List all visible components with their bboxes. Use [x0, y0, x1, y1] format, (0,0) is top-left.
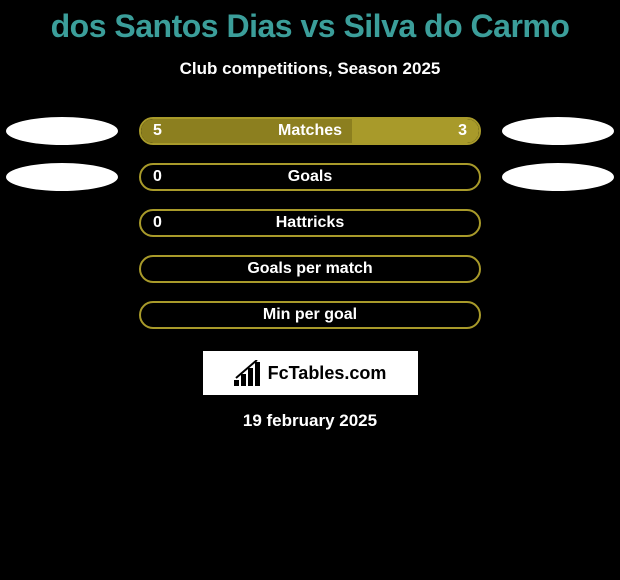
logo-text: FcTables.com: [268, 363, 387, 384]
stat-value-right: 3: [458, 119, 467, 143]
stat-value-left: 5: [153, 119, 162, 143]
stat-label: Matches: [141, 119, 479, 143]
stat-row: Goals per match: [0, 255, 620, 283]
player2-ellipse: [502, 163, 614, 191]
stat-value-left: 0: [153, 211, 162, 235]
stat-label: Min per goal: [141, 303, 479, 327]
stat-row: Hattricks0: [0, 209, 620, 237]
vs-text: vs: [300, 8, 335, 44]
subtitle: Club competitions, Season 2025: [0, 59, 620, 79]
player1-ellipse: [6, 163, 118, 191]
stat-label: Goals: [141, 165, 479, 189]
fctables-logo-icon: [234, 360, 264, 386]
stat-label: Goals per match: [141, 257, 479, 281]
stat-bar: Matches5 3: [139, 117, 481, 145]
stat-row: Min per goal: [0, 301, 620, 329]
logo-box: FcTables.com: [203, 351, 418, 395]
player2-name: Silva do Carmo: [343, 8, 569, 44]
player1-ellipse: [6, 117, 118, 145]
stat-bar: Goals per match: [139, 255, 481, 283]
stat-label: Hattricks: [141, 211, 479, 235]
stat-value-left: 0: [153, 165, 162, 189]
stat-bar: Goals0: [139, 163, 481, 191]
date-text: 19 february 2025: [0, 411, 620, 431]
player1-name: dos Santos Dias: [51, 8, 292, 44]
stat-bar: Hattricks0: [139, 209, 481, 237]
stat-row: Goals0: [0, 163, 620, 191]
comparison-title: dos Santos Dias vs Silva do Carmo: [0, 0, 620, 45]
player2-ellipse: [502, 117, 614, 145]
stat-rows-container: Matches53Goals0Hattricks0Goals per match…: [0, 117, 620, 329]
stat-bar: Min per goal: [139, 301, 481, 329]
stat-row: Matches5 3: [0, 117, 620, 145]
